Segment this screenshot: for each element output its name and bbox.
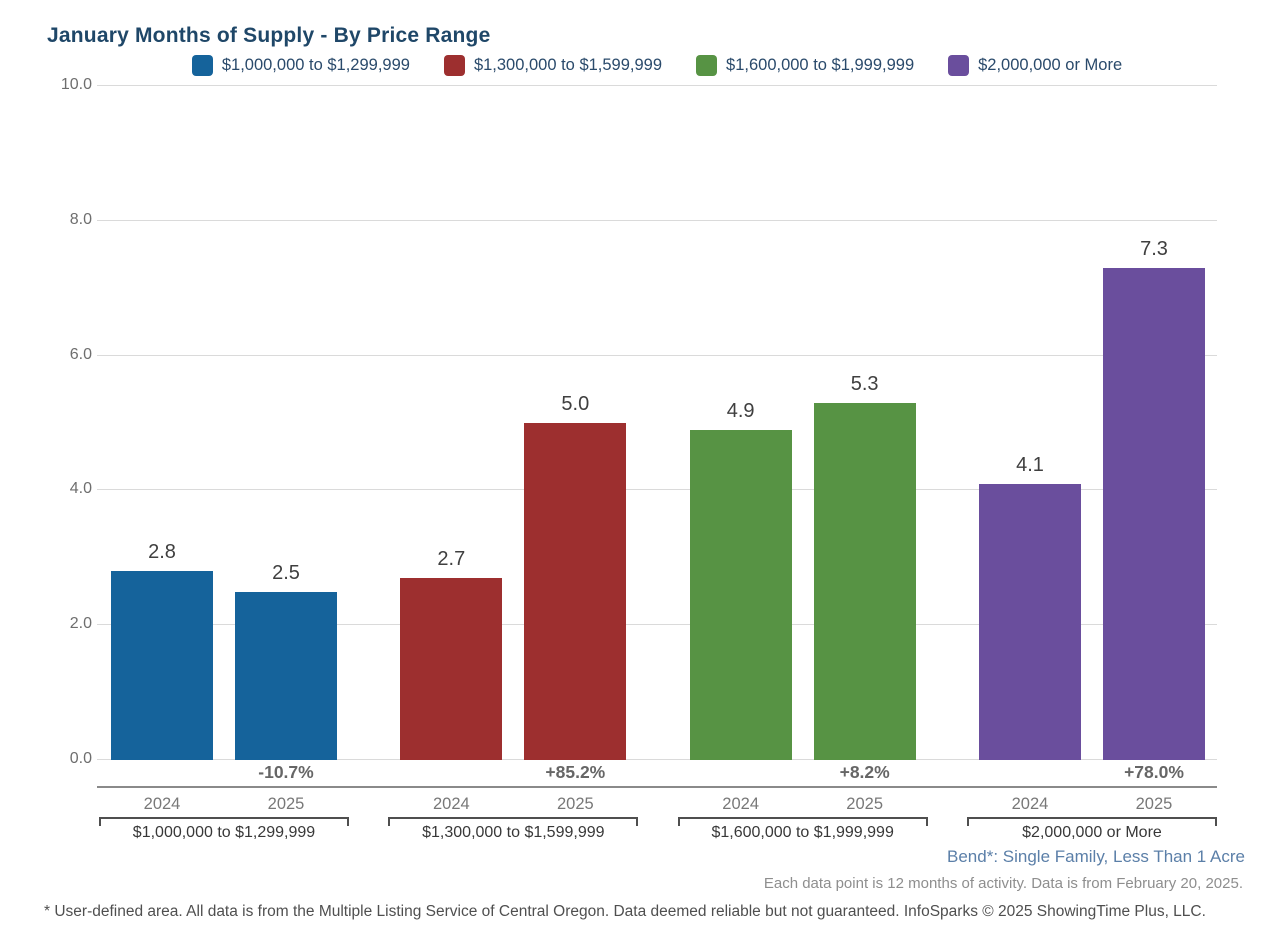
bar-value-label: 2.5 [272, 561, 300, 584]
y-axis-tick-label: 4.0 [69, 480, 92, 498]
bar-value-label: 5.0 [561, 393, 590, 415]
bar [235, 591, 337, 760]
legend-item: $1,300,000 to $1,599,999 [443, 55, 663, 76]
legend-label: $1,300,000 to $1,599,999 [473, 56, 663, 74]
bar-value-label: 7.3 [1140, 237, 1168, 260]
x-axis-line [97, 786, 1217, 788]
y-axis-tick-label: 8.0 [69, 210, 92, 228]
year-label: 2025 [267, 795, 305, 813]
group-bracket [966, 817, 1217, 826]
bar-value-label: 2.7 [437, 548, 466, 571]
bar [111, 571, 213, 760]
change-label: +85.2% [545, 762, 606, 782]
disclaimer-note: * User-defined area. All data is from th… [44, 903, 1206, 920]
bar-value-label: 4.1 [1016, 453, 1044, 476]
group-bracket [99, 817, 349, 826]
year-label: 2025 [1135, 795, 1173, 813]
legend-item: $1,600,000 to $1,999,999 [696, 55, 914, 76]
bar [400, 578, 503, 760]
bar [1102, 267, 1205, 760]
legend-label: $1,600,000 to $1,999,999 [726, 56, 915, 74]
change-label: -10.7% [258, 762, 314, 782]
y-axis-tick-label: 10.0 [60, 76, 92, 93]
legend-label: $1,000,000 to $1,299,999 [221, 56, 410, 74]
y-axis-tick-label: 0.0 [69, 750, 92, 767]
legend-color-swatch [443, 55, 465, 76]
year-label: 2024 [432, 795, 470, 813]
gridline [97, 354, 1217, 356]
gridline [97, 489, 1217, 491]
bar [524, 423, 627, 760]
bar [813, 402, 916, 760]
legend-color-swatch [948, 55, 970, 76]
legend-item: $2,000,000 or More [948, 55, 1122, 76]
group-bracket [677, 817, 928, 826]
group-label: $2,000,000 or More [1022, 824, 1162, 841]
legend-color-swatch [696, 55, 718, 76]
change-label: +8.2% [839, 762, 890, 782]
gridline [97, 219, 1217, 221]
year-label: 2025 [556, 795, 594, 813]
group-label: $1,000,000 to $1,299,999 [132, 824, 316, 841]
bar [689, 429, 792, 760]
legend-color-swatch [191, 55, 213, 76]
legend-label: $2,000,000 or More [978, 56, 1123, 74]
year-label: 2024 [1011, 795, 1049, 813]
gridline [97, 624, 1217, 626]
y-axis-tick-label: 6.0 [69, 345, 92, 363]
legend-item: $1,000,000 to $1,299,999 [191, 55, 410, 76]
year-label: 2024 [722, 795, 760, 813]
bar [978, 483, 1081, 760]
year-label: 2024 [143, 795, 181, 813]
data-source-note: Each data point is 12 months of activity… [763, 875, 1243, 892]
bar-value-label: 5.3 [850, 372, 879, 395]
bar-value-label: 2.8 [148, 541, 176, 564]
plot-area: 2.8 2.5 2.7 5.0 4.9 5.3 4.1 7.3 [97, 85, 1217, 760]
group-label: $1,300,000 to $1,599,999 [422, 824, 605, 841]
gridline [97, 85, 1217, 86]
bar-value-label: 4.9 [726, 399, 755, 422]
group-label: $1,600,000 to $1,999,999 [711, 824, 894, 841]
y-axis-tick-label: 2.0 [69, 615, 92, 633]
group-bracket [388, 817, 639, 826]
change-label: +78.0% [1124, 762, 1184, 782]
chart-legend: $1,000,000 to $1,299,999 $1,300,000 to $1… [97, 55, 1217, 76]
area-definition-note: Bend*: Single Family, Less Than 1 Acre [947, 847, 1245, 866]
gridline [97, 759, 1217, 760]
chart-title: January Months of Supply - By Price Rang… [47, 24, 491, 47]
year-label: 2025 [846, 795, 884, 813]
